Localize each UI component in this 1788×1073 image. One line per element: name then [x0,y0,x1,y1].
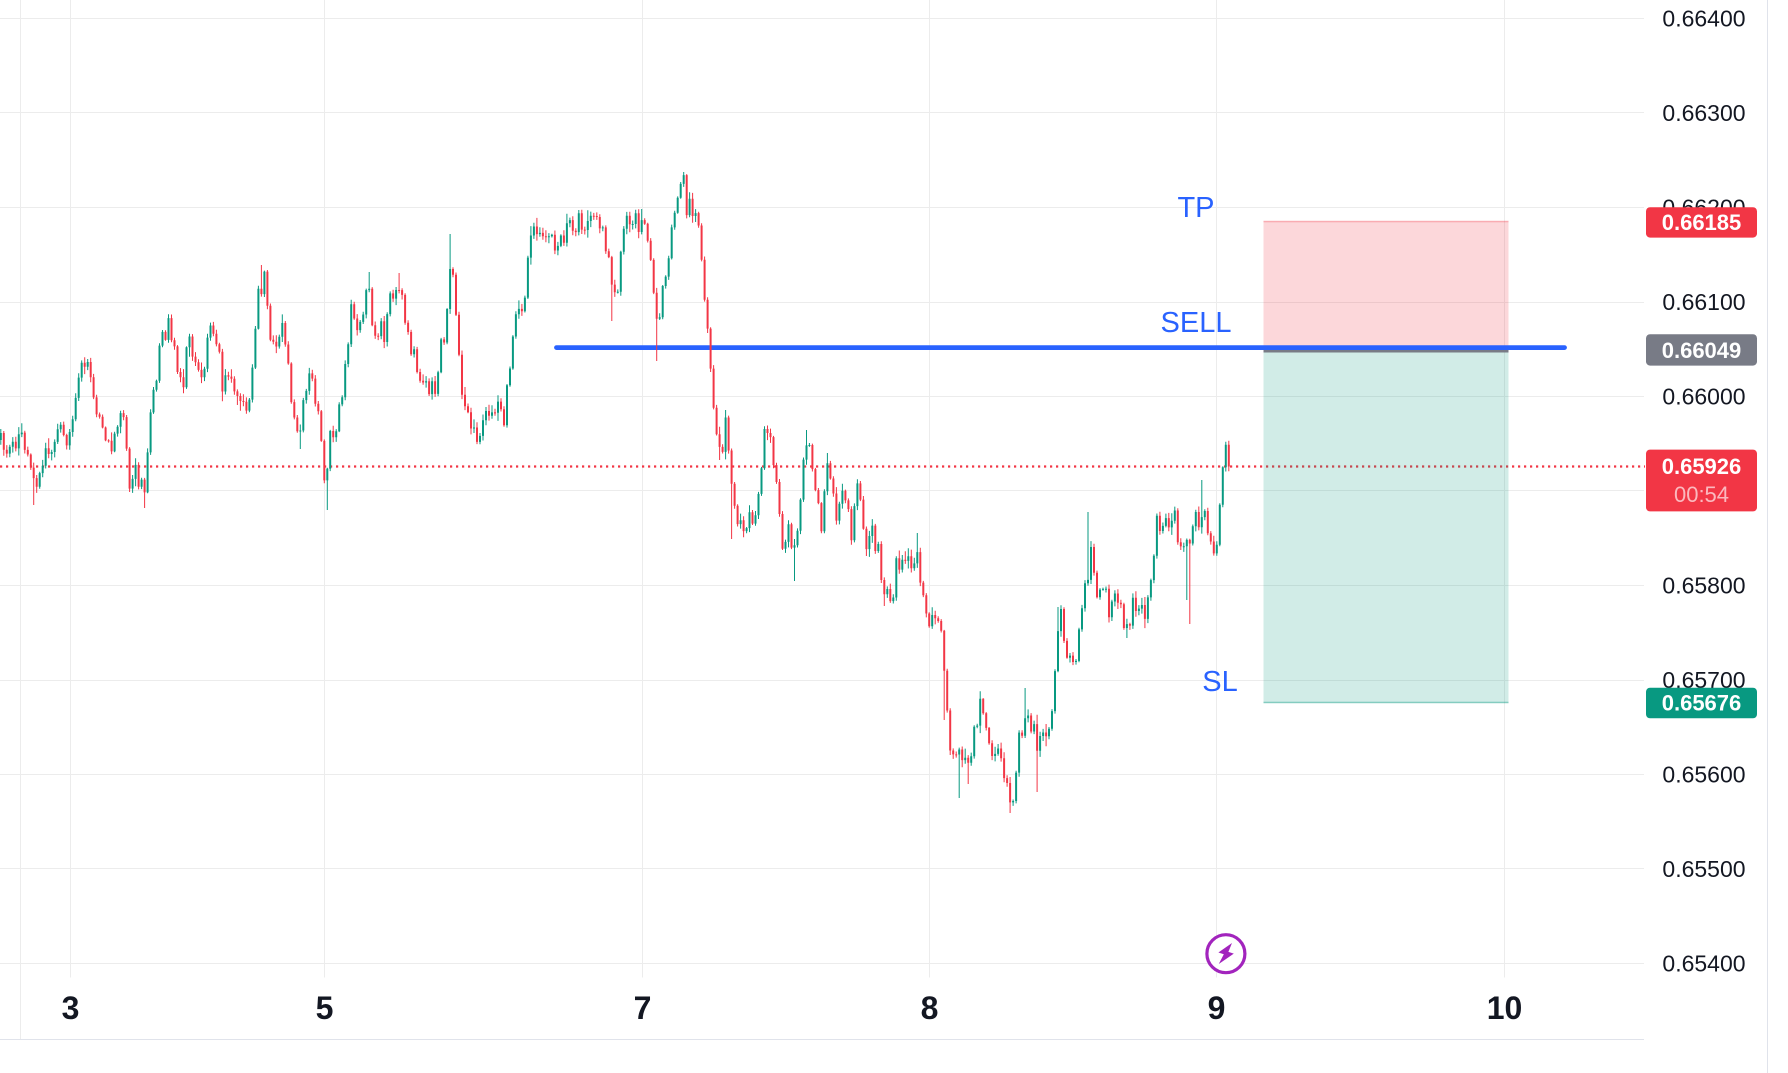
svg-text:0.66185: 0.66185 [1662,210,1742,235]
svg-text:7: 7 [634,990,652,1026]
svg-text:0.65926: 0.65926 [1662,454,1742,479]
svg-text:0.66400: 0.66400 [1662,6,1745,32]
svg-text:3: 3 [62,990,80,1026]
svg-text:SL: SL [1202,666,1237,698]
svg-text:0.65600: 0.65600 [1662,762,1745,788]
svg-text:0.66300: 0.66300 [1662,100,1745,126]
svg-text:5: 5 [316,990,334,1026]
svg-text:TP: TP [1177,192,1214,224]
svg-text:00:54: 00:54 [1674,482,1729,507]
svg-text:0.65676: 0.65676 [1662,691,1742,716]
svg-text:9: 9 [1208,990,1226,1026]
svg-text:0.65500: 0.65500 [1662,856,1745,882]
svg-text:0.66100: 0.66100 [1662,289,1745,315]
svg-text:SELL: SELL [1161,307,1232,339]
svg-text:0.66000: 0.66000 [1662,384,1745,410]
svg-text:0.65400: 0.65400 [1662,951,1745,977]
svg-text:0.65800: 0.65800 [1662,573,1745,599]
svg-text:10: 10 [1487,990,1523,1026]
svg-text:8: 8 [921,990,939,1026]
svg-text:0.66049: 0.66049 [1662,338,1742,363]
